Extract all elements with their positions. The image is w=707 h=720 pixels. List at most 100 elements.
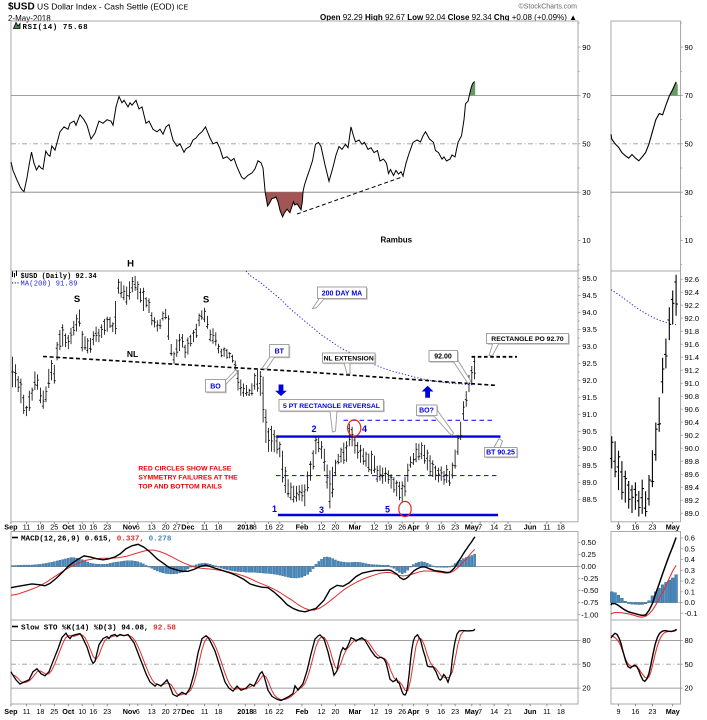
svg-text:91.4: 91.4 [685,353,700,362]
svg-text:16: 16 [89,707,97,716]
svg-text:RECTANGLE PO 92.70: RECTANGLE PO 92.70 [491,336,564,343]
svg-text:13: 13 [148,707,156,716]
svg-text:BO?: BO? [419,408,434,415]
svg-text:18: 18 [557,707,565,716]
svg-text:18: 18 [215,522,223,531]
svg-text:23: 23 [648,522,656,531]
svg-text:89.0: 89.0 [685,509,700,518]
svg-text:9: 9 [425,707,429,716]
svg-text:Jun: Jun [524,707,537,716]
svg-text:13: 13 [148,522,156,531]
svg-text:$USD US Dollar Index - Cash Se: $USD US Dollar Index - Cash Settle (EOD)… [8,2,188,13]
svg-text:-0.50: -0.50 [581,586,598,595]
svg-text:95.0: 95.0 [582,274,597,283]
svg-text:May: May [666,522,680,531]
svg-text:$USD (Daily) 92.34: $USD (Daily) 92.34 [21,273,97,281]
svg-text:2-May-2018: 2-May-2018 [8,14,51,23]
svg-text:Rambus: Rambus [381,236,413,245]
svg-text:14: 14 [490,707,498,716]
svg-text:8: 8 [253,707,257,716]
svg-text:26: 26 [398,522,406,531]
svg-text:TOP AND BOTTOM RAILS: TOP AND BOTTOM RAILS [138,484,222,491]
svg-text:16: 16 [265,522,273,531]
svg-text:89.2: 89.2 [685,496,700,505]
svg-text:70: 70 [685,91,693,100]
svg-text:14: 14 [490,522,498,531]
svg-text:Mar: Mar [349,522,362,531]
svg-text:0.00: 0.00 [581,562,596,571]
svg-text:Feb: Feb [296,707,309,716]
svg-text:30: 30 [582,188,590,197]
svg-text:21: 21 [504,707,512,716]
svg-text:88.5: 88.5 [582,495,597,504]
svg-text:Jun: Jun [524,522,537,531]
svg-text:Mar: Mar [349,707,362,716]
svg-text:91.2: 91.2 [685,366,700,375]
svg-text:10: 10 [582,236,590,245]
svg-text:94.5: 94.5 [582,291,597,300]
svg-text:Dec: Dec [181,522,194,531]
svg-text:7: 7 [478,707,482,716]
svg-text:11: 11 [543,522,550,531]
svg-text:-0.1: -0.1 [685,609,698,618]
svg-text:12: 12 [318,707,326,716]
svg-text:200 DAY MA: 200 DAY MA [322,291,362,298]
svg-text:92.4: 92.4 [685,288,700,297]
svg-text:RSI(14) 75.68: RSI(14) 75.68 [23,24,89,32]
svg-text:91.6: 91.6 [685,340,700,349]
svg-text:2: 2 [311,424,316,434]
svg-text:90.5: 90.5 [582,427,597,436]
svg-text:90: 90 [685,43,693,52]
svg-text:MACD(12,26,9) 0.615, 0.337, 0.: MACD(12,26,9) 0.615, 0.337, 0.278 [21,536,172,544]
svg-text:18: 18 [36,707,44,716]
svg-text:89.8: 89.8 [685,457,700,466]
svg-text:12: 12 [370,522,378,531]
svg-text:91.8: 91.8 [685,327,700,336]
svg-text:Nov: Nov [123,522,137,531]
svg-text:50: 50 [685,139,693,148]
svg-text:16: 16 [89,522,97,531]
svg-text:10: 10 [78,707,86,716]
svg-text:20: 20 [582,684,590,693]
svg-text:Slow STO %K(14) %D(3) 94.08, 9: Slow STO %K(14) %D(3) 94.08, 92.58 [21,625,176,633]
svg-text:11: 11 [543,707,550,716]
svg-text:SYMMETRY FAILURES AT THE: SYMMETRY FAILURES AT THE [138,475,238,482]
svg-text:21: 21 [504,522,512,531]
svg-text:11: 11 [201,707,208,716]
svg-text:90: 90 [582,43,590,52]
svg-text:89.5: 89.5 [582,461,597,470]
svg-text:16: 16 [631,522,639,531]
svg-text:May: May [465,522,479,531]
svg-text:16: 16 [265,707,273,716]
svg-text:0.50: 0.50 [581,538,596,547]
svg-text:93.5: 93.5 [582,325,597,334]
svg-text:-0.75: -0.75 [581,598,598,607]
svg-text:18: 18 [36,522,44,531]
svg-text:12: 12 [318,522,326,531]
svg-text:11: 11 [23,707,30,716]
svg-text:S: S [203,295,209,306]
svg-text:0.5: 0.5 [685,544,695,553]
svg-text:90.6: 90.6 [685,405,700,414]
svg-text:23: 23 [103,522,111,531]
svg-text:22: 22 [276,522,284,531]
svg-text:80: 80 [685,636,693,645]
svg-text:0.2: 0.2 [685,577,695,586]
svg-text:NL EXTENSION: NL EXTENSION [324,355,374,362]
svg-text:90.0: 90.0 [685,444,700,453]
svg-text:70: 70 [582,91,590,100]
svg-text:0.3: 0.3 [685,566,695,575]
svg-text:90.4: 90.4 [685,418,700,427]
svg-text:May: May [666,707,680,716]
svg-text:···: ··· [12,279,20,288]
svg-text:25: 25 [50,522,58,531]
svg-text:9: 9 [425,522,429,531]
svg-text:MA(200) 91.89: MA(200) 91.89 [21,281,78,289]
svg-text:92.0: 92.0 [685,314,700,323]
svg-text:5 PT RECTANGLE REVERSAL: 5 PT RECTANGLE REVERSAL [283,403,380,410]
svg-text:16: 16 [437,522,445,531]
svg-text:89.0: 89.0 [582,478,597,487]
svg-text:20: 20 [331,522,339,531]
svg-text:Feb: Feb [296,522,309,531]
svg-text:30: 30 [685,188,693,197]
